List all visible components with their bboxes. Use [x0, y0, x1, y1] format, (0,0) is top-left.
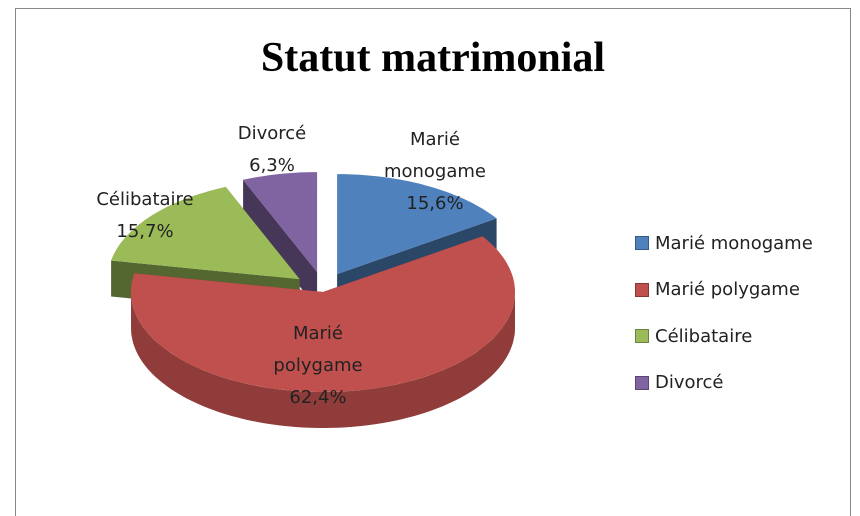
legend-label: Divorcé — [655, 372, 724, 394]
legend-swatch — [635, 236, 649, 251]
slice — [111, 186, 300, 280]
label-name: Marié monogame — [383, 129, 487, 182]
chart-frame — [15, 8, 851, 516]
label-name: Marié polygame — [273, 323, 363, 376]
slice — [131, 236, 515, 392]
data-label: Marié monogame 15,6% — [380, 124, 490, 220]
legend-label: Célibataire — [655, 325, 753, 347]
legend-swatch — [635, 282, 649, 297]
data-label: Célibataire 15,7% — [90, 184, 200, 248]
legend-item: Marié polygame — [635, 267, 813, 314]
label-value: 15,7% — [116, 221, 174, 242]
legend-swatch — [635, 375, 649, 390]
label-value: 6,3% — [249, 155, 295, 176]
legend-label: Marié polygame — [655, 279, 800, 301]
slice — [337, 174, 497, 275]
slice-side — [243, 179, 318, 309]
legend-label: Marié monogame — [655, 232, 813, 254]
slice-wall — [131, 292, 515, 428]
data-label: Marié polygame 62,4% — [263, 318, 373, 414]
legend-item: Marié monogame — [635, 220, 813, 267]
legend: Marié monogame Marié polygame Célibataire D… — [635, 220, 813, 406]
legend-swatch — [635, 329, 649, 344]
legend-item: Divorcé — [635, 360, 813, 407]
chart-title: Statut matrimonial — [260, 35, 606, 81]
slice — [243, 172, 318, 273]
label-name: Divorcé — [237, 123, 307, 144]
label-value: 15,6% — [406, 193, 464, 214]
label-value: 62,4% — [289, 387, 347, 408]
data-label: Divorcé 6,3% — [217, 118, 327, 182]
legend-item: Célibataire — [635, 313, 813, 360]
label-name: Célibataire — [96, 189, 194, 210]
